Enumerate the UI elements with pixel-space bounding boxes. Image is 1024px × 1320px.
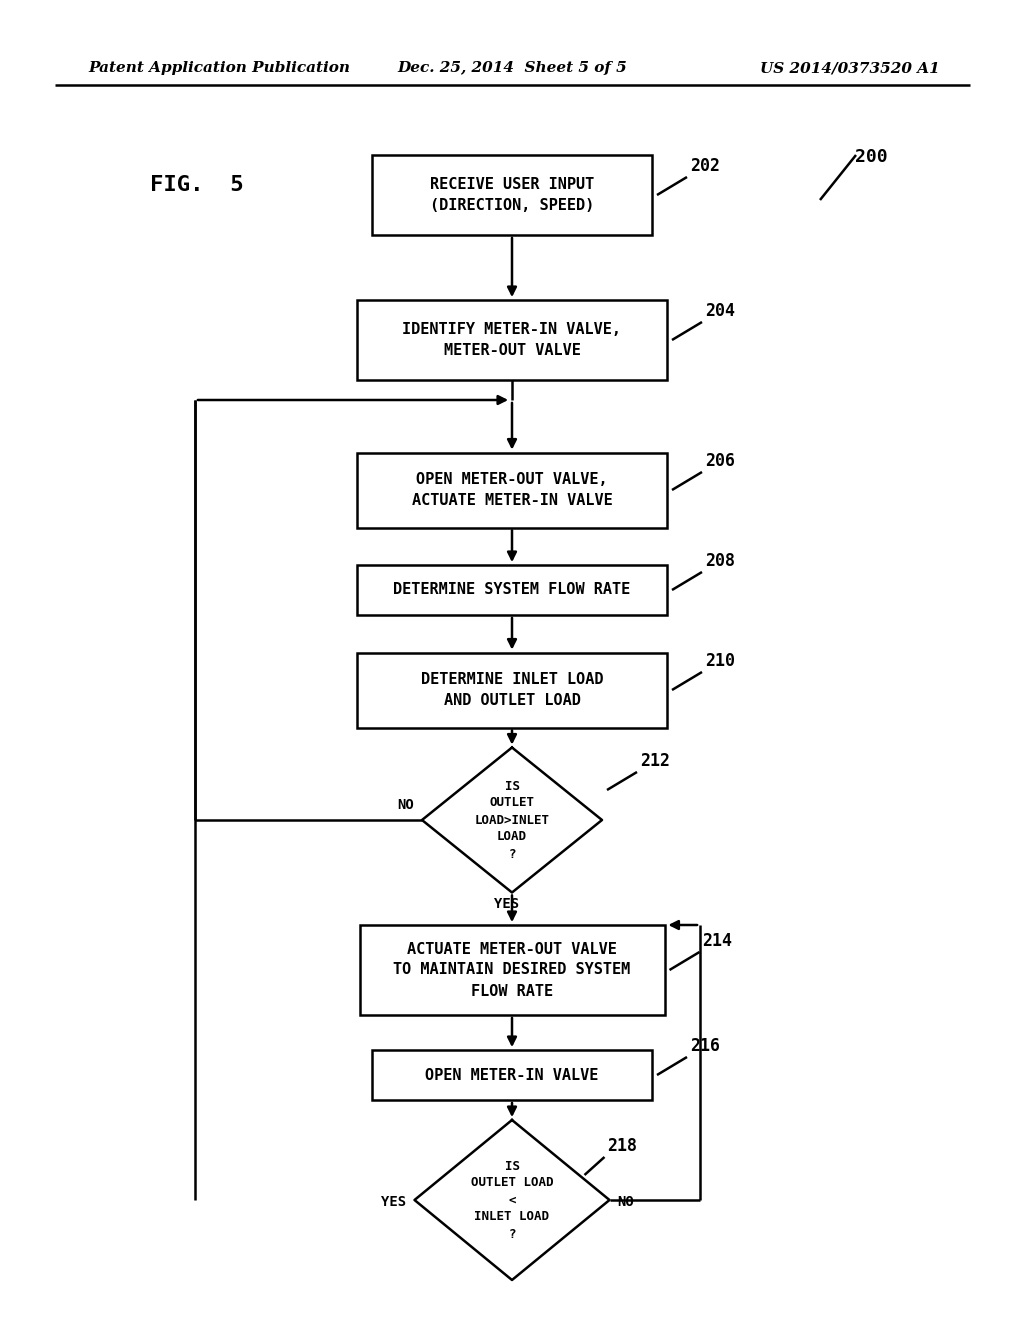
Text: ACTUATE METER-OUT VALVE
TO MAINTAIN DESIRED SYSTEM
FLOW RATE: ACTUATE METER-OUT VALVE TO MAINTAIN DESI…	[393, 941, 631, 998]
Text: OPEN METER-IN VALVE: OPEN METER-IN VALVE	[425, 1068, 599, 1082]
Text: IS
OUTLET LOAD
<
INLET LOAD
?: IS OUTLET LOAD < INLET LOAD ?	[471, 1159, 553, 1241]
Text: 218: 218	[607, 1137, 638, 1155]
Text: IS
OUTLET
LOAD>INLET
LOAD
?: IS OUTLET LOAD>INLET LOAD ?	[474, 780, 550, 861]
Text: OPEN METER-OUT VALVE,
ACTUATE METER-IN VALVE: OPEN METER-OUT VALVE, ACTUATE METER-IN V…	[412, 473, 612, 508]
FancyBboxPatch shape	[372, 154, 652, 235]
FancyBboxPatch shape	[359, 925, 665, 1015]
Text: US 2014/0373520 A1: US 2014/0373520 A1	[760, 61, 940, 75]
Text: 202: 202	[690, 157, 720, 176]
Text: Dec. 25, 2014  Sheet 5 of 5: Dec. 25, 2014 Sheet 5 of 5	[397, 61, 627, 75]
Text: YES: YES	[381, 1195, 407, 1209]
Text: 200: 200	[855, 148, 888, 166]
FancyBboxPatch shape	[372, 1049, 652, 1100]
Text: RECEIVE USER INPUT
(DIRECTION, SPEED): RECEIVE USER INPUT (DIRECTION, SPEED)	[430, 177, 594, 213]
Text: Patent Application Publication: Patent Application Publication	[88, 61, 350, 75]
Text: NO: NO	[397, 799, 414, 812]
Text: FIG.  5: FIG. 5	[150, 176, 244, 195]
Text: NO: NO	[617, 1195, 634, 1209]
FancyBboxPatch shape	[357, 453, 667, 528]
Polygon shape	[415, 1119, 609, 1280]
FancyBboxPatch shape	[357, 300, 667, 380]
Text: YES: YES	[495, 898, 519, 912]
Text: 210: 210	[705, 652, 735, 671]
Polygon shape	[422, 747, 602, 892]
Text: IDENTIFY METER-IN VALVE,
METER-OUT VALVE: IDENTIFY METER-IN VALVE, METER-OUT VALVE	[402, 322, 622, 358]
Text: 212: 212	[640, 752, 670, 770]
Text: 214: 214	[702, 932, 732, 950]
Text: DETERMINE INLET LOAD
AND OUTLET LOAD: DETERMINE INLET LOAD AND OUTLET LOAD	[421, 672, 603, 708]
Text: 206: 206	[705, 451, 735, 470]
Text: 208: 208	[705, 552, 735, 570]
Text: 216: 216	[690, 1038, 720, 1055]
FancyBboxPatch shape	[357, 565, 667, 615]
FancyBboxPatch shape	[357, 652, 667, 727]
Text: 204: 204	[705, 302, 735, 319]
Text: DETERMINE SYSTEM FLOW RATE: DETERMINE SYSTEM FLOW RATE	[393, 582, 631, 598]
